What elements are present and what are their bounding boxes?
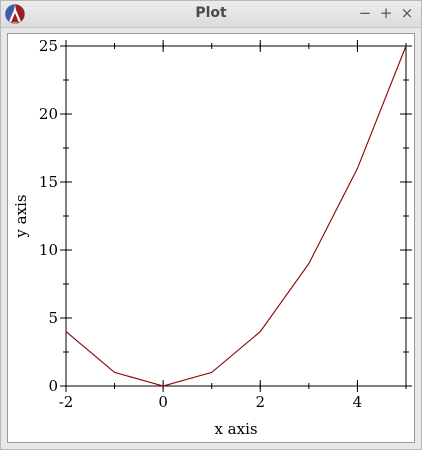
window-title: Plot <box>195 5 227 21</box>
plot-area <box>65 45 407 387</box>
axis-ticks <box>60 40 412 392</box>
title-bar[interactable]: Plot − + × <box>1 1 421 28</box>
plot-canvas: -2 0 2 4 0 5 10 15 20 25 x axis y axis <box>7 33 415 443</box>
series-line <box>65 45 407 387</box>
y-tick-label: 5 <box>48 309 58 327</box>
y-tick-label: 25 <box>39 37 58 55</box>
maximize-button[interactable]: + <box>379 4 393 22</box>
racket-logo-icon <box>5 4 25 24</box>
close-button[interactable]: × <box>400 4 414 22</box>
y-tick-label: 0 <box>48 377 58 395</box>
y-tick-label: 15 <box>39 173 58 191</box>
x-tick-label: -2 <box>59 393 74 411</box>
y-axis-label: y axis <box>12 194 30 238</box>
x-tick-label: 0 <box>158 393 168 411</box>
y-tick-label: 20 <box>39 105 58 123</box>
minimize-button[interactable]: − <box>358 4 372 22</box>
x-tick-label: 4 <box>353 393 363 411</box>
y-tick-label: 10 <box>39 241 58 259</box>
x-axis-label: x axis <box>214 420 257 438</box>
x-tick-label: 2 <box>256 393 266 411</box>
